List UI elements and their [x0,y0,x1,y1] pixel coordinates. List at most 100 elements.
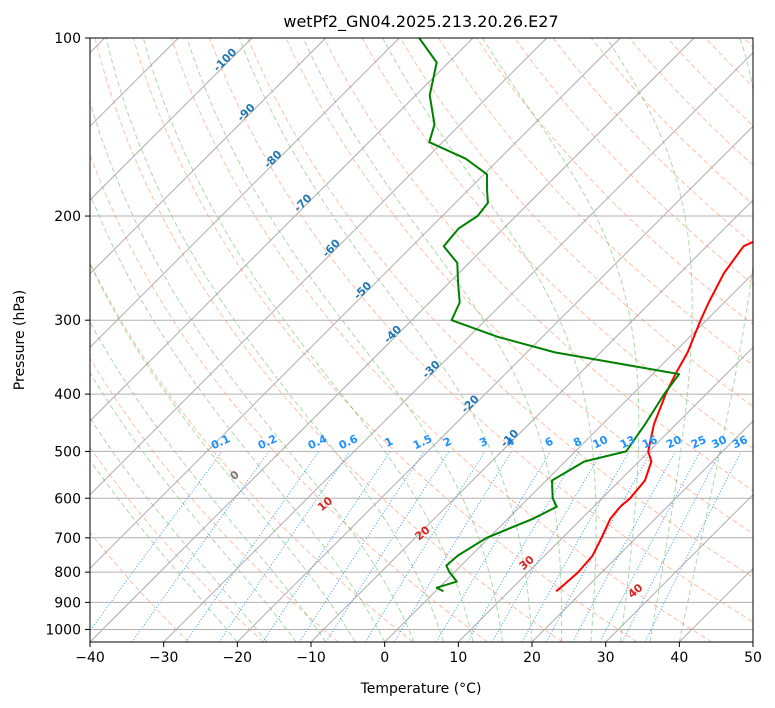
series-layer [418,38,753,593]
y-tick-label: 600 [54,491,81,507]
dry-adiabat-line [90,446,264,642]
isotherm-line [90,38,253,201]
dry-adiabat-line [90,357,339,642]
isotherm-line [384,272,753,642]
isotherm-line [90,38,474,422]
mixing-ratio-label: 36 [730,433,750,451]
isotherm-line [310,199,753,642]
dry-adiabat-line [514,38,753,285]
mixing-ratio-label: 8 [571,435,583,450]
moist-adiabat-line [90,262,356,642]
isotherm-line [90,38,400,349]
isotherm-label: -70 [291,191,314,214]
moist-adiabat-line [90,459,238,642]
isotherm-label: -100 [211,45,240,74]
mixing-ratio-line [435,451,552,642]
moist-adiabat-line [238,38,533,642]
dry-adiabat-line [743,38,753,49]
y-tick-label: 400 [54,387,81,403]
mixing-ratio-label: 13 [618,433,637,451]
x-tick-label: −30 [149,650,179,666]
x-tick-label: 10 [449,650,467,666]
mixing-ratio-label: 0.4 [306,432,329,452]
y-tick-label: 900 [54,595,81,611]
mixing-ratio-line [90,451,223,632]
x-tick-label: −40 [75,650,105,666]
isotherm-label: -60 [320,236,343,259]
mixing-ratio-line [467,451,580,642]
mixing-ratio-label: 6 [543,435,556,450]
moist-adiabat-line [186,38,503,642]
y-tick-label: 1000 [45,622,81,638]
isotherm-label: -50 [351,279,374,302]
dry-adiabat-line [667,38,753,127]
isotherm-line [457,346,753,642]
dry-adiabat-line [437,38,753,366]
dry-adiabat-line [247,38,753,578]
moist-adiabat-line [90,371,297,642]
y-tick-label: 300 [54,313,81,329]
temperature-profile-line [555,240,753,593]
mixing-ratio-line [521,451,630,642]
x-tick-label: 30 [597,650,615,666]
mixing-ratio-label: 16 [640,433,660,451]
y-tick-label: 700 [54,531,81,547]
mixing-ratio-label: 10 [591,433,611,451]
dewpoint-profile-line [418,38,681,593]
isotherm-line [605,493,753,642]
moist-adiabat-line [481,38,640,642]
dry-adiabat-line [209,38,753,623]
moist-adiabat-line [90,417,268,642]
x-tick-label: −10 [296,650,326,666]
mixing-ratio-line [131,451,270,642]
moist-adiabat-line [606,38,693,642]
isotherm-label: -40 [381,322,404,345]
dry-adiabat-label: 20 [413,523,433,543]
mixing-ratio-label: 30 [710,433,730,451]
isotherm-label: -80 [261,148,284,171]
dry-adiabat-line [170,38,712,642]
mixing-ratio-line [599,451,701,642]
mixing-ratio-line [621,451,722,642]
y-tick-label: 500 [54,444,81,460]
dry-adiabat-line [132,38,638,642]
mixing-ratio-label: 20 [664,433,684,451]
mixing-ratio-line [364,451,486,642]
dry-adiabat-label: 0 [228,468,242,483]
gridlines [90,38,753,642]
x-axis-ticks: −40 −30 −20 −10 0 10 20 30 40 50 [75,642,762,666]
y-axis-label: Pressure (hPa) [12,290,28,390]
y-tick-label: 200 [54,209,81,225]
dry-adiabat-line [90,153,488,642]
x-tick-label: 20 [523,650,541,666]
moist-adiabat-line [90,321,327,642]
moist-adiabat-line [142,38,474,642]
isotherm-line [90,38,327,275]
dry-adiabat-line [90,261,414,642]
isotherm-line [90,38,548,496]
isotherm-line [752,641,753,642]
isotherm-line [236,125,753,642]
moist-adiabat-line [105,38,445,642]
x-tick-label: 0 [380,650,389,666]
isotherm-line [531,420,753,642]
mixing-ratio-label: 2 [441,435,453,450]
isotherm-line [163,51,753,642]
moist-adiabat-line [678,38,753,642]
chart-title: wetPf2_GN04.2025.213.20.26.E27 [283,12,558,32]
mixing-ratio-line [325,451,450,642]
y-tick-label: 100 [54,31,81,47]
line-labels: 0.1 0.2 0.4 0.6 1 1.5 2 3 4 6 8 10 13 16 20 25 30 36-100-… [209,45,750,600]
y-tick-label: 800 [54,565,81,581]
isotherm-label: -10 [498,427,521,450]
dry-adiabat-line [399,38,753,408]
x-axis-label: Temperature (°C) [360,681,482,697]
mixing-ratio-label: 3 [477,435,489,450]
dry-adiabat-line [590,38,753,206]
dry-adiabat-label: 40 [625,581,645,601]
dry-adiabat-line [705,38,753,88]
y-axis-ticks: 100 200 300 400 500 600 700 800 900 1000 [45,31,90,638]
dry-adiabat-line [323,38,753,492]
x-tick-label: 50 [744,650,762,666]
